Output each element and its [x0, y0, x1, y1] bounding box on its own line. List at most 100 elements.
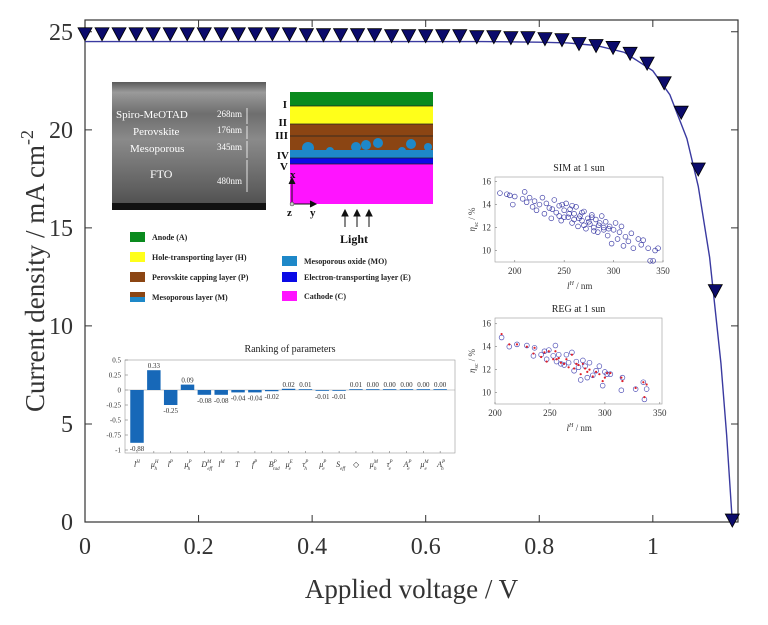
measured-jv-marker [435, 29, 451, 44]
reg-point [565, 358, 568, 361]
sim-point [531, 345, 538, 351]
scatter-point [507, 192, 513, 199]
light-arrows-icon [341, 208, 373, 227]
scatter-point [573, 204, 579, 210]
scatter-point [576, 215, 582, 222]
bar-value-label: 0.02 [282, 381, 295, 389]
scatter-point [625, 238, 632, 245]
y-label-base: η [467, 368, 477, 373]
bar-value-label: -0.01 [332, 393, 347, 401]
scatter-point [512, 193, 518, 200]
scatter-point [558, 217, 564, 224]
y-label-unit: / % [467, 349, 477, 364]
scatter-x-tick-label: 300 [598, 408, 612, 418]
scatter-point [519, 196, 526, 202]
bar-category-label: lH [134, 460, 140, 469]
reg-point [555, 358, 558, 361]
scatter-x-tick-label: 200 [488, 408, 502, 418]
reg-point [533, 346, 536, 349]
category-base: μ [419, 460, 424, 469]
scatter-point [556, 213, 562, 219]
bar-value-label: -0.08 [214, 397, 229, 405]
bar-value-label: 0.00 [384, 381, 397, 389]
layer-numeral-3: III [275, 130, 288, 142]
category-base: μ [369, 460, 374, 469]
sim-point [514, 341, 520, 348]
bar [416, 389, 431, 390]
category-base: μ [318, 460, 323, 469]
reg-point [545, 360, 548, 363]
scatter-point [559, 201, 565, 208]
reg-point [573, 367, 576, 370]
axis-x-label: x [290, 169, 296, 181]
scatter-point [510, 201, 516, 208]
bar [180, 384, 195, 390]
bar [147, 370, 161, 390]
sim-point [607, 371, 614, 377]
sim-point [640, 379, 647, 385]
category-base: τ [302, 460, 306, 469]
y-label-base: η [467, 226, 477, 231]
category-base: τ [387, 460, 391, 469]
category-base: l [168, 460, 171, 469]
measured-jv-marker [128, 27, 144, 42]
measured-jv-marker [264, 27, 281, 42]
scatter-point [600, 227, 607, 233]
layer-numeral-1: I [283, 99, 287, 111]
y-axis-label-sup: -2 [17, 130, 37, 145]
sim-point [596, 363, 603, 369]
scatter-point [543, 200, 550, 207]
category-sup: M [373, 460, 379, 465]
scatter-point [539, 194, 546, 201]
measured-jv-marker [724, 513, 740, 528]
bar-value-label: -0.08 [197, 397, 212, 405]
bar [349, 389, 363, 390]
x-label-sup: H [569, 281, 575, 287]
scatter-point [579, 209, 585, 216]
category-sup: P [273, 460, 277, 465]
scatter-point [640, 237, 646, 243]
bar-value-label: -0.01 [315, 393, 330, 401]
scatter-point [610, 227, 617, 233]
reg-point [563, 362, 566, 365]
x-label-unit: / nm [574, 281, 593, 291]
bar-value-label: 0.01 [350, 381, 363, 389]
category-sup: M [219, 460, 225, 465]
category-base: μ [285, 460, 290, 469]
y-tick-label: 20 [49, 118, 73, 144]
scatter-point [563, 200, 569, 207]
measured-jv-marker [690, 162, 706, 177]
scatter-point [622, 233, 629, 240]
bar-y-tick-label: 0 [118, 387, 122, 395]
bar-value-label: -0.88 [130, 445, 145, 453]
scatter-point [536, 201, 543, 208]
plot-frame [84, 19, 739, 523]
scatter-point [591, 228, 597, 234]
scatter-point [650, 258, 656, 264]
x-tick-label: 0.4 [297, 534, 327, 560]
scatter-point [521, 189, 528, 195]
ranking-bar-chart: Ranking of parameters 0.5 0.25 0 -0.25 -0.5 -0… [106, 344, 456, 472]
bar-category-label: lP [168, 460, 173, 469]
category-sup: H [135, 460, 140, 465]
sim-point [586, 359, 593, 366]
sim-point [643, 386, 650, 392]
bar-value-label: 0.01 [299, 381, 312, 389]
x-label-base: l [567, 423, 570, 433]
reg-point [500, 332, 503, 336]
scatter-point [586, 219, 592, 225]
category-sub: h [154, 467, 157, 472]
reg-point [583, 367, 587, 370]
reg-point [577, 363, 580, 367]
y-tick-label: 25 [49, 20, 73, 46]
legend-swatch [282, 272, 297, 282]
bar-value-label: 0.00 [400, 381, 413, 389]
legend-label: Mesoporous oxide (MO) [304, 257, 387, 266]
bar [366, 389, 380, 390]
sim-point [577, 377, 584, 383]
category-base: A [402, 460, 408, 469]
scatter-point [571, 216, 577, 223]
measured-jv-marker [298, 28, 315, 43]
scatter-point [553, 209, 560, 216]
